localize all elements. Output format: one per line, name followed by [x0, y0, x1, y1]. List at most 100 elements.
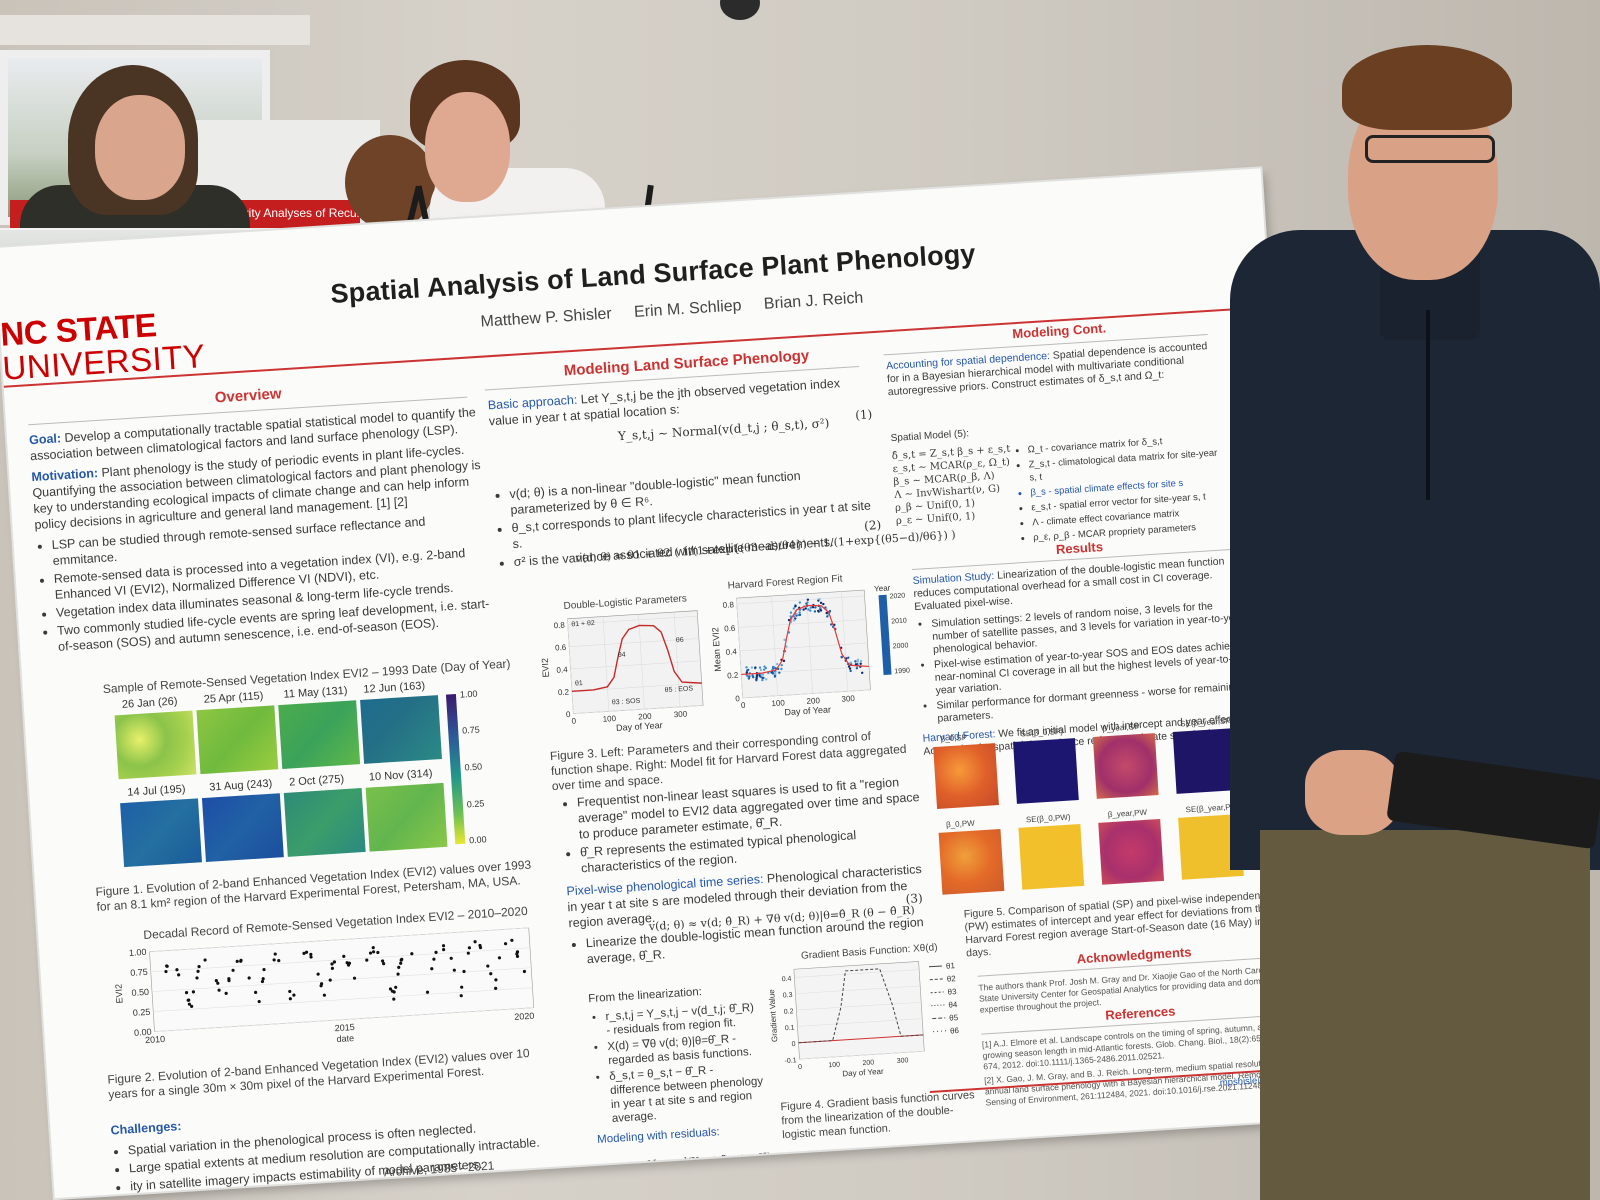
data-point	[840, 655, 843, 659]
x-tick-label: 100	[602, 714, 616, 724]
data-point	[829, 623, 833, 626]
equation-3-number: (3)	[905, 891, 924, 907]
annotation: θ4	[618, 652, 626, 659]
gridline	[151, 967, 532, 992]
data-point	[382, 962, 386, 966]
legend-label: θ4	[948, 1000, 958, 1010]
data-point	[345, 961, 349, 965]
y-tick-label: 0.6	[555, 643, 567, 653]
data-point	[365, 958, 369, 962]
modeling-bullets-2: Frequentist non-linear least squares is …	[560, 771, 931, 974]
data-point	[392, 997, 396, 1001]
evi2-map	[360, 695, 442, 764]
data-point	[177, 973, 181, 977]
legend-swatch	[933, 1030, 947, 1033]
data-point	[856, 658, 860, 661]
evi2-map	[283, 788, 366, 857]
data-point	[825, 611, 828, 615]
legend-swatch	[928, 965, 942, 968]
evi2-map	[278, 700, 361, 769]
data-point	[397, 965, 401, 970]
data-point	[371, 950, 376, 954]
results-list: Simulation settings: 2 levels of random …	[915, 598, 1251, 727]
data-point	[478, 946, 483, 950]
data-point	[515, 950, 520, 954]
colorbar-tick: 0.25	[466, 798, 485, 810]
data-point	[257, 999, 261, 1004]
data-point	[818, 598, 821, 601]
annotation: θ5 : EOS	[665, 685, 694, 694]
data-point	[394, 985, 398, 989]
data-point	[745, 666, 748, 669]
gridline	[569, 638, 699, 647]
evi2-map	[365, 782, 448, 852]
y-axis-label: EVI2	[113, 984, 124, 1004]
gridline	[573, 705, 704, 714]
x-tick-label: 2015	[334, 1022, 355, 1033]
references-heading: References	[1104, 1003, 1176, 1023]
data-point	[746, 668, 750, 672]
data-point	[164, 969, 168, 974]
gridline	[567, 615, 698, 625]
y-tick-label: 0.3	[783, 992, 793, 1000]
fig1-date: 2 Oct (275)	[288, 773, 345, 789]
y-tick-label: 1.00	[129, 947, 147, 958]
linearization-list: r_s,t,j = Y_s,t,j − v(d_t,j; θ̂_R) - res…	[589, 1001, 766, 1127]
data-point	[859, 662, 862, 665]
data-point	[798, 611, 801, 614]
legend-tick: 2020	[889, 593, 905, 601]
gridline	[673, 612, 681, 707]
data-point	[503, 942, 508, 946]
data-point	[410, 952, 414, 956]
x-axis-label: date	[336, 1033, 354, 1044]
y-tick-label: 0	[791, 1041, 795, 1048]
evi2-map	[120, 798, 202, 868]
person-left-face	[95, 95, 185, 200]
spatial-model: Spatial Model (5): δ̂_s,t = Z_s,t β_s + …	[890, 425, 1016, 528]
data-point	[380, 959, 385, 963]
data-point	[309, 952, 313, 957]
data-point	[849, 661, 853, 664]
data-point	[854, 663, 858, 666]
data-point	[452, 968, 456, 972]
data-point	[809, 609, 812, 612]
data-point	[792, 607, 796, 610]
data-point	[859, 659, 863, 663]
research-poster: NC STATE UNIVERSITY Spatial Analysis of …	[0, 168, 1321, 1199]
data-point	[368, 951, 373, 955]
data-point	[277, 959, 281, 963]
data-point	[782, 659, 786, 663]
legend-swatch	[931, 1004, 945, 1007]
data-point	[773, 674, 777, 677]
panel-label: SE(β_0,PW)	[1025, 812, 1071, 825]
fig3-left-chart: 0 0.2 0.4 0.6 0.8 0 100 200 300 Day of Year EVI2 θ1…	[540, 610, 704, 733]
y-tick-label: 0.2	[784, 1008, 794, 1016]
data-point	[292, 993, 296, 997]
y-tick-label: -0.1	[784, 1057, 797, 1065]
colorbar-tick: 0.75	[461, 724, 481, 736]
fig1-date: 10 Nov (314)	[368, 767, 433, 784]
x-tick-label: 0	[798, 1064, 802, 1071]
data-point	[758, 666, 762, 669]
data-point	[396, 972, 400, 976]
data-point	[861, 671, 864, 675]
residuals-label: Modeling with residuals:	[596, 1126, 721, 1146]
wall-clock	[720, 0, 760, 20]
series-line	[798, 968, 924, 1044]
y-tick-label: 0.8	[553, 621, 565, 631]
gridline	[153, 987, 533, 1012]
data-point	[322, 993, 326, 997]
data-point	[814, 606, 817, 609]
data-point	[776, 662, 779, 666]
x-axis-label: Day of Year	[616, 720, 663, 733]
data-point	[342, 954, 346, 958]
data-point	[826, 615, 829, 618]
data-point	[510, 938, 514, 942]
data-point	[522, 969, 527, 974]
gridline	[736, 598, 744, 698]
person-back-hair	[345, 135, 435, 230]
x-tick-label: 2020	[514, 1011, 535, 1022]
data-point	[253, 990, 258, 994]
data-point	[332, 960, 337, 964]
estimate-map	[1092, 733, 1159, 799]
